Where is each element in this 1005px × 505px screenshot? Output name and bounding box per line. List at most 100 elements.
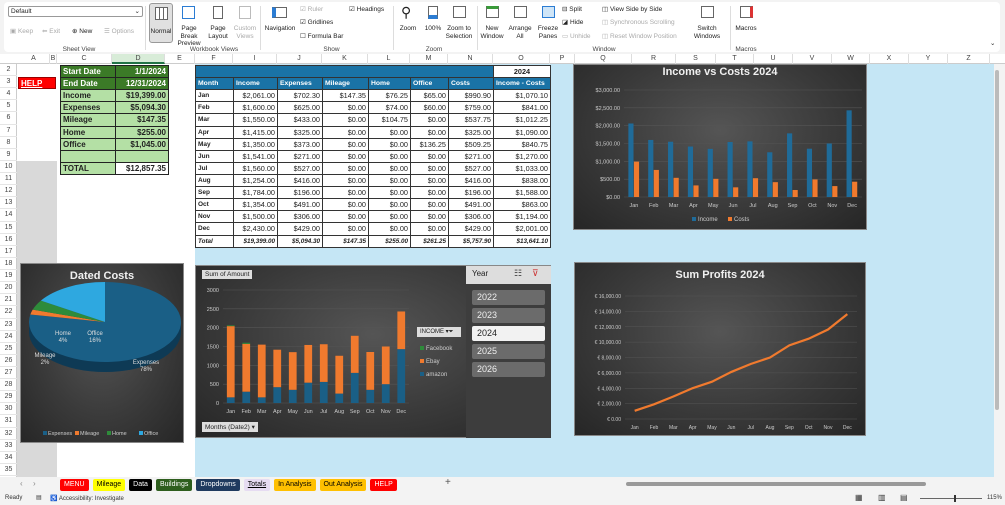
column-header[interactable]: I — [233, 54, 277, 64]
value-cell[interactable]: $0.00 — [322, 113, 369, 127]
row-header[interactable]: 7 — [0, 125, 17, 137]
reset-window-position-button[interactable]: ◫ Reset Window Position — [602, 33, 677, 40]
row-header[interactable]: 34 — [0, 452, 17, 464]
row-header[interactable]: 31 — [0, 415, 17, 428]
row-header[interactable]: 33 — [0, 440, 17, 452]
value-cell[interactable]: $0.00 — [410, 186, 449, 200]
value-cell[interactable]: $0.00 — [410, 113, 449, 127]
zoom-100-button[interactable]: 100% — [422, 3, 444, 43]
view-side-by-side-button[interactable]: ◫ View Side by Side — [602, 6, 663, 13]
value-cell[interactable]: $1,194.00 — [493, 210, 551, 224]
value-cell[interactable]: $0.00 — [410, 161, 449, 175]
value-cell[interactable]: $0.00 — [322, 186, 369, 200]
month-cell[interactable]: Mar — [195, 113, 234, 127]
value-cell[interactable]: $759.00 — [448, 101, 494, 115]
value-cell[interactable]: $1,550.00 — [233, 113, 278, 127]
formula-bar-checkbox[interactable]: ☐ Formula Bar — [300, 33, 344, 40]
summary-value[interactable]: 1/1/2024 — [115, 64, 169, 79]
value-cell[interactable]: $0.00 — [368, 222, 411, 236]
synchronous-scrolling-button[interactable]: ◫ Synchronous Scrolling — [602, 19, 675, 26]
value-cell[interactable]: $271.00 — [277, 149, 323, 163]
total-cell[interactable]: $5,094.30 — [277, 234, 323, 248]
year-cell[interactable]: 2024 — [493, 64, 551, 79]
new-view-button[interactable]: ⊕ New — [72, 28, 93, 35]
row-header[interactable]: 26 — [0, 355, 17, 367]
value-cell[interactable]: $0.00 — [368, 149, 411, 163]
zoom-to-selection-button[interactable]: Zoom to Selection — [444, 3, 474, 43]
row-header[interactable]: 11 — [0, 173, 17, 186]
row-header[interactable]: 22 — [0, 306, 17, 319]
row-header[interactable]: 32 — [0, 428, 17, 440]
value-cell[interactable]: $841.00 — [493, 101, 551, 115]
value-cell[interactable]: $1,090.00 — [493, 125, 551, 139]
column-header[interactable]: M — [410, 54, 448, 64]
value-cell[interactable]: $990.90 — [448, 89, 494, 103]
value-cell[interactable]: $0.00 — [322, 222, 369, 236]
normal-view-icon[interactable]: ▦ — [855, 493, 863, 502]
collapse-ribbon-icon[interactable]: ⌄ — [990, 40, 996, 47]
row-header[interactable]: 15 — [0, 222, 17, 234]
column-header[interactable]: O — [493, 54, 550, 64]
row-header[interactable]: 12 — [0, 185, 17, 198]
value-cell[interactable]: $429.00 — [448, 222, 494, 236]
value-cell[interactable]: $0.00 — [410, 125, 449, 139]
page-layout-button[interactable]: Page Layout — [206, 3, 230, 43]
normal-view-button[interactable]: Normal — [149, 3, 173, 43]
column-header[interactable]: R — [632, 54, 676, 64]
sheet-tab-out-analysis[interactable]: Out Analysis — [319, 479, 367, 491]
column-header[interactable]: E — [165, 54, 195, 64]
value-cell[interactable]: $0.00 — [322, 198, 369, 212]
value-cell[interactable]: $491.00 — [277, 198, 323, 212]
value-cell[interactable]: $0.00 — [322, 125, 369, 139]
value-cell[interactable]: $1,541.00 — [233, 149, 278, 163]
value-cell[interactable]: $1,033.00 — [493, 161, 551, 175]
row-header[interactable]: 9 — [0, 149, 17, 161]
column-header[interactable]: K — [322, 54, 368, 64]
column-header[interactable]: Z — [948, 54, 990, 64]
month-cell[interactable]: Jul — [195, 161, 234, 175]
column-header[interactable]: Y — [909, 54, 948, 64]
value-cell[interactable]: $1,350.00 — [233, 137, 278, 151]
sheet-view-select[interactable]: Default ⌄ — [8, 6, 143, 17]
navigation-button[interactable]: Navigation — [262, 3, 298, 43]
value-cell[interactable]: $625.00 — [277, 101, 323, 115]
sheet-tab-mileage[interactable]: Mileage — [92, 479, 126, 491]
row-header[interactable]: 18 — [0, 258, 17, 271]
summary-value[interactable]: $5,094.30 — [115, 101, 169, 115]
value-cell[interactable]: $491.00 — [448, 198, 494, 212]
value-cell[interactable]: $136.25 — [410, 137, 449, 151]
summary-value[interactable]: $1,045.00 — [115, 137, 169, 151]
row-header[interactable]: 4 — [0, 88, 17, 101]
value-cell[interactable]: $147.35 — [322, 89, 369, 103]
value-cell[interactable]: $1,012.25 — [493, 113, 551, 127]
slicer-item-2023[interactable]: 2023 — [472, 308, 545, 323]
total-cell[interactable]: $261.25 — [410, 234, 449, 248]
multi-select-icon[interactable]: ☷ — [514, 268, 523, 278]
row-header[interactable]: 20 — [0, 282, 17, 295]
value-cell[interactable]: $0.00 — [322, 173, 369, 188]
sum-of-amount-field-button[interactable]: Sum of Amount — [202, 270, 253, 279]
sheet-tab-dropdowns[interactable]: Dropdowns — [196, 479, 240, 491]
total-cell[interactable]: $5,757.90 — [448, 234, 494, 248]
row-header[interactable]: 13 — [0, 197, 17, 210]
value-cell[interactable]: $433.00 — [277, 113, 323, 127]
sheet-tab-help[interactable]: HELP — [370, 479, 397, 491]
slicer-item-2025[interactable]: 2025 — [472, 344, 545, 359]
month-cell[interactable]: Apr — [195, 125, 234, 139]
sheet-tab-in-analysis[interactable]: In Analysis — [274, 479, 316, 491]
add-sheet-button[interactable]: + — [445, 477, 451, 488]
value-cell[interactable]: $1,500.00 — [233, 210, 278, 224]
row-header[interactable]: 17 — [0, 246, 17, 258]
value-cell[interactable]: $0.00 — [368, 210, 411, 224]
sheet-tab-data[interactable]: Data — [129, 479, 152, 491]
summary-value[interactable]: $255.00 — [115, 125, 169, 139]
months-field-button[interactable]: Months (Date2) ▾ — [202, 422, 258, 432]
value-cell[interactable]: $271.00 — [448, 149, 494, 163]
value-cell[interactable]: $0.00 — [368, 186, 411, 200]
value-cell[interactable]: $0.00 — [368, 198, 411, 212]
page-break-view-icon[interactable]: ▤ — [900, 493, 908, 502]
split-button[interactable]: ⊟ Split — [562, 6, 582, 13]
column-header[interactable]: D — [112, 54, 165, 64]
value-cell[interactable]: $65.00 — [410, 89, 449, 103]
value-cell[interactable]: $416.00 — [448, 173, 494, 188]
